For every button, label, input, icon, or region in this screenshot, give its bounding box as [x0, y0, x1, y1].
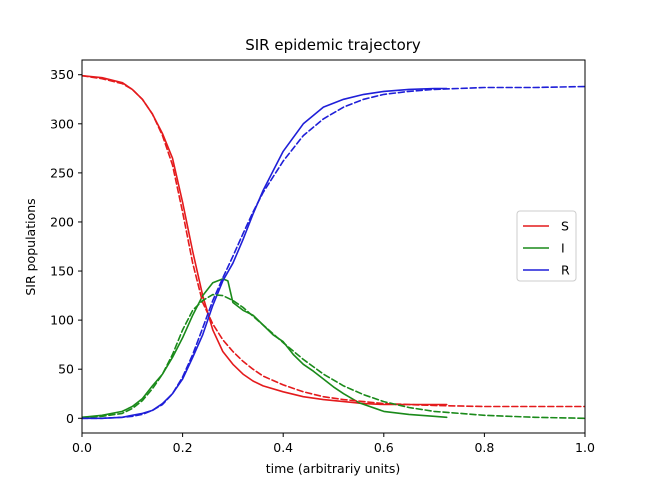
x-tick-label: 0.6	[374, 440, 394, 455]
legend-label-i: I	[561, 241, 565, 256]
y-axis: 0 50 100 150 200 250 300 350	[50, 67, 82, 426]
y-tick-label: 150	[50, 264, 74, 279]
y-tick-label: 50	[58, 362, 74, 377]
chart-title: SIR epidemic trajectory	[245, 36, 421, 54]
y-tick-label: 350	[50, 67, 74, 82]
x-tick-label: 0.4	[273, 440, 293, 455]
series-line-r-model	[82, 85, 585, 420]
x-tick-label: 0.0	[72, 440, 92, 455]
y-tick-label: 250	[50, 165, 74, 180]
x-tick-label: 0.8	[474, 440, 494, 455]
legend-box	[516, 210, 577, 282]
legend: SIR	[516, 210, 577, 282]
x-axis: 0.0 0.2 0.4 0.6 0.8 1.0	[72, 433, 595, 455]
y-tick-label: 0	[66, 411, 74, 426]
x-tick-label: 0.2	[173, 440, 193, 455]
series-line-i	[82, 278, 448, 419]
legend-label-r: R	[561, 263, 570, 278]
y-tick-label: 200	[50, 214, 74, 229]
series-layer	[82, 74, 585, 420]
y-axis-label: SIR populations	[23, 198, 38, 295]
y-tick-label: 300	[50, 116, 74, 131]
x-tick-label: 1.0	[575, 440, 595, 455]
legend-label-s: S	[561, 219, 569, 234]
x-axis-label: time (arbitrariy units)	[266, 461, 401, 476]
series-line-i-model	[82, 293, 585, 420]
plot-frame	[81, 59, 586, 434]
y-tick-label: 100	[50, 313, 74, 328]
